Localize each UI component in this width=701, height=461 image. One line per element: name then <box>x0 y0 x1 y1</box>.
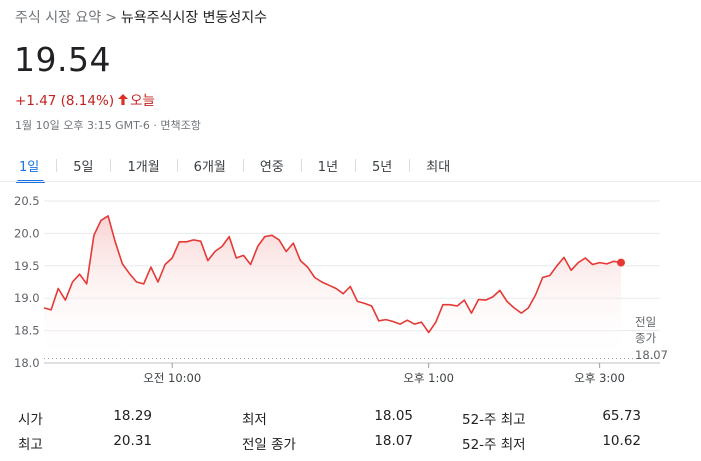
x-tick-label: 오전 10:00 <box>143 371 201 385</box>
x-tick-label: 오후 1:00 <box>403 371 454 385</box>
tab-1-year[interactable]: 1년 <box>300 150 355 183</box>
stat-label-high: 최고 <box>18 437 43 453</box>
disclaimer-link[interactable]: 면책조항 <box>160 119 201 132</box>
stat-value-low: 18.05 <box>374 408 413 424</box>
price-change-period: 오늘 <box>130 93 155 109</box>
y-tick-label: 19.0 <box>14 291 40 305</box>
tab-6-months[interactable]: 6개월 <box>176 150 243 183</box>
timestamp-text: 1월 10일 오후 3:15 GMT-6 <box>15 119 150 132</box>
stat-value-high: 20.31 <box>113 433 152 449</box>
tab-5-days[interactable]: 5일 <box>56 150 110 183</box>
stat-label-prev-close: 전일 종가 <box>242 437 296 453</box>
quote-timestamp: 1월 10일 오후 3:15 GMT-6 · 면책조항 <box>15 117 201 133</box>
x-tick-label: 오후 3:00 <box>574 371 625 385</box>
tabs-divider <box>0 181 701 182</box>
stats-row: 최고 20.31 전일 종가 18.07 52-주 최저 10.62 <box>0 433 701 457</box>
y-tick-label: 20.5 <box>14 194 40 208</box>
current-value-dot <box>617 258 625 267</box>
tab-max[interactable]: 최대 <box>409 150 467 183</box>
tab-1-month[interactable]: 1개월 <box>110 150 176 183</box>
previous-close-value: 18.07 <box>635 348 668 362</box>
y-tick-label: 18.5 <box>14 324 40 338</box>
breadcrumb: 주식 시장 요약 > 뉴욕주식시장 변동성지수 <box>15 7 267 27</box>
stat-label-low: 최저 <box>242 412 267 428</box>
y-tick-label: 18.0 <box>14 356 40 370</box>
stat-label-open: 시가 <box>18 412 43 428</box>
price-change-value: +1.47 (8.14%) <box>15 93 115 109</box>
range-tabs: 1일 5일 1개월 6개월 연중 1년 5년 최대 <box>14 150 467 183</box>
breadcrumb-root-link[interactable]: 주식 시장 요약 <box>15 10 102 26</box>
stats-row: 시가 18.29 최저 18.05 52-주 최고 65.73 <box>0 408 701 432</box>
tab-ytd[interactable]: 연중 <box>242 150 301 183</box>
timestamp-separator: · <box>153 119 157 132</box>
series-line <box>43 215 622 334</box>
arrow-up-icon <box>118 93 129 109</box>
tab-1-day[interactable]: 1일 <box>14 150 56 183</box>
stat-value-52w-high: 65.73 <box>602 408 641 424</box>
previous-close-label: 종가 <box>635 331 657 345</box>
stat-value-prev-close: 18.07 <box>374 433 413 449</box>
series-area <box>44 215 621 363</box>
stat-label-52w-high: 52-주 최고 <box>462 412 526 428</box>
price-change: +1.47 (8.14%) 오늘 <box>15 89 155 109</box>
breadcrumb-current: 뉴욕주식시장 변동성지수 <box>120 10 268 26</box>
current-price: 19.54 <box>14 40 111 79</box>
y-tick-label: 19.5 <box>14 259 40 273</box>
tab-5-years[interactable]: 5년 <box>355 150 409 183</box>
stat-value-open: 18.29 <box>113 408 152 424</box>
y-tick-label: 20.0 <box>14 226 40 240</box>
stat-label-52w-low: 52-주 최저 <box>462 437 526 453</box>
breadcrumb-separator: > <box>105 10 117 26</box>
previous-close-label: 전일 <box>635 315 656 329</box>
stat-value-52w-low: 10.62 <box>602 433 641 449</box>
